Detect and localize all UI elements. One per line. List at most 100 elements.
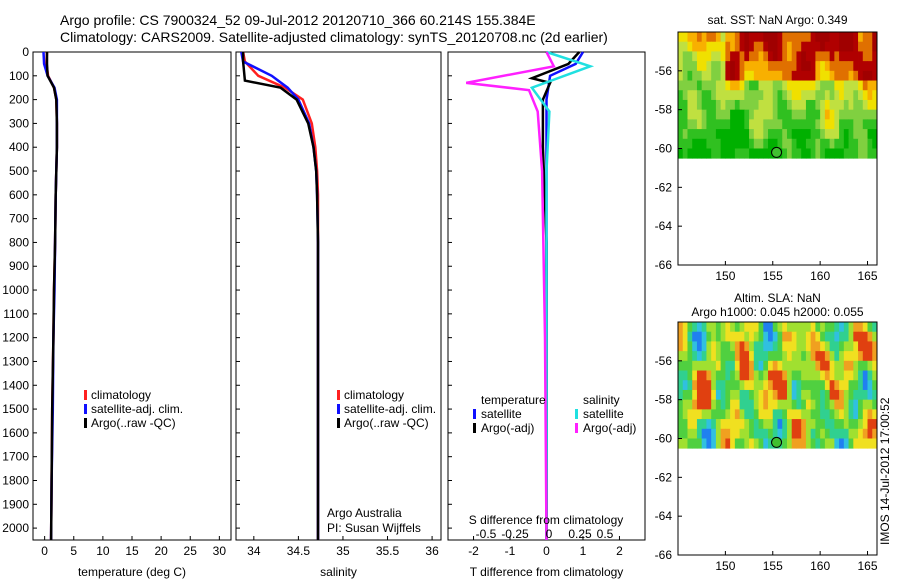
map-cell [824,370,831,381]
map-cell [848,51,854,62]
map-cell [725,109,731,120]
legend-swatch [575,409,578,419]
map-cell [862,438,868,449]
map-cell [682,419,688,430]
map-cell [801,322,807,333]
map-cell [810,419,816,430]
y-tick-label: 1400 [2,378,29,392]
map-cell [692,51,698,62]
map-cell [758,438,764,449]
map-cell [872,99,878,111]
map-cell [730,32,736,43]
y-tick-label: 1100 [3,307,29,321]
map-cell [730,80,736,91]
map-cell [829,399,835,410]
map-cell [824,389,831,401]
map-cell [810,428,816,439]
map-cell [777,129,783,140]
top-tick-label: -0.25 [501,527,529,541]
map-cell [701,90,707,101]
map-cell [734,41,740,52]
map-cell [862,80,868,91]
map-cell [839,438,845,449]
map-cell [834,61,840,72]
map-cell [706,70,712,81]
map-cell [815,99,821,111]
map-cell [753,419,759,430]
map-cell [749,399,755,410]
map-cell [815,380,821,391]
map-cell [753,380,759,391]
map-cell [768,41,774,52]
map-cell [839,389,845,401]
map-cell [682,99,688,111]
map-cell [853,399,859,410]
map-cell [810,90,816,101]
map-cell [777,41,783,52]
map-cell [801,148,807,159]
map-cell [834,389,840,401]
map-cell [720,438,726,449]
map-cell [730,129,736,140]
map-cell [843,399,849,410]
map-cell [843,41,849,52]
map-cell [829,61,835,72]
map-cell [706,360,712,371]
map-cell [786,32,793,43]
map-cell [824,148,831,159]
map-cell [777,99,783,111]
map-cell [682,32,688,43]
map-cell [782,90,788,101]
map-cell [820,428,826,439]
map-cell [687,428,693,439]
map-cell [730,409,736,420]
pi-label: PI: Susan Wijffels [327,521,421,535]
map-cell [801,99,807,111]
map-cell [720,389,726,401]
map-cell [744,322,750,333]
map-cell [791,51,797,62]
map-cell [749,380,755,391]
y-tick-label: 900 [9,259,29,273]
map-cell [824,419,831,430]
map-cell [796,331,802,342]
map-cell [706,389,712,401]
map-cell [715,341,722,352]
map-cell [872,90,878,101]
map-cell [843,341,849,352]
map-cell [744,389,750,401]
map-cell [772,109,778,120]
y-tick-label: 800 [9,235,29,249]
map-cell [862,119,868,130]
map-cell [820,331,826,342]
map-cell [758,32,764,43]
map-cell [687,380,693,391]
map-cell [858,61,864,72]
map-cell [753,428,759,439]
map-cell [758,70,764,81]
map-cell [777,51,783,62]
y-tick-label: -58 [655,393,673,407]
map-cell [810,61,816,72]
legend-swatch [337,390,340,400]
map-cell [820,90,826,101]
map-cell [872,138,878,149]
map-cell [848,119,854,130]
map-cell [786,409,793,420]
map-cell [824,341,831,352]
map-cell [858,41,864,52]
map-cell [829,90,835,101]
map-cell [749,419,755,430]
map-cell [758,419,764,430]
map-cell [734,80,740,91]
map-cell [820,41,826,52]
map-cell [848,331,854,342]
map-cell [749,90,755,101]
map-cell [815,32,821,43]
map-cell [862,399,868,410]
map-cell [867,389,873,401]
map-cell [678,322,684,333]
map-cell [782,61,788,72]
map-cell [805,119,812,130]
map-cell [706,51,712,62]
